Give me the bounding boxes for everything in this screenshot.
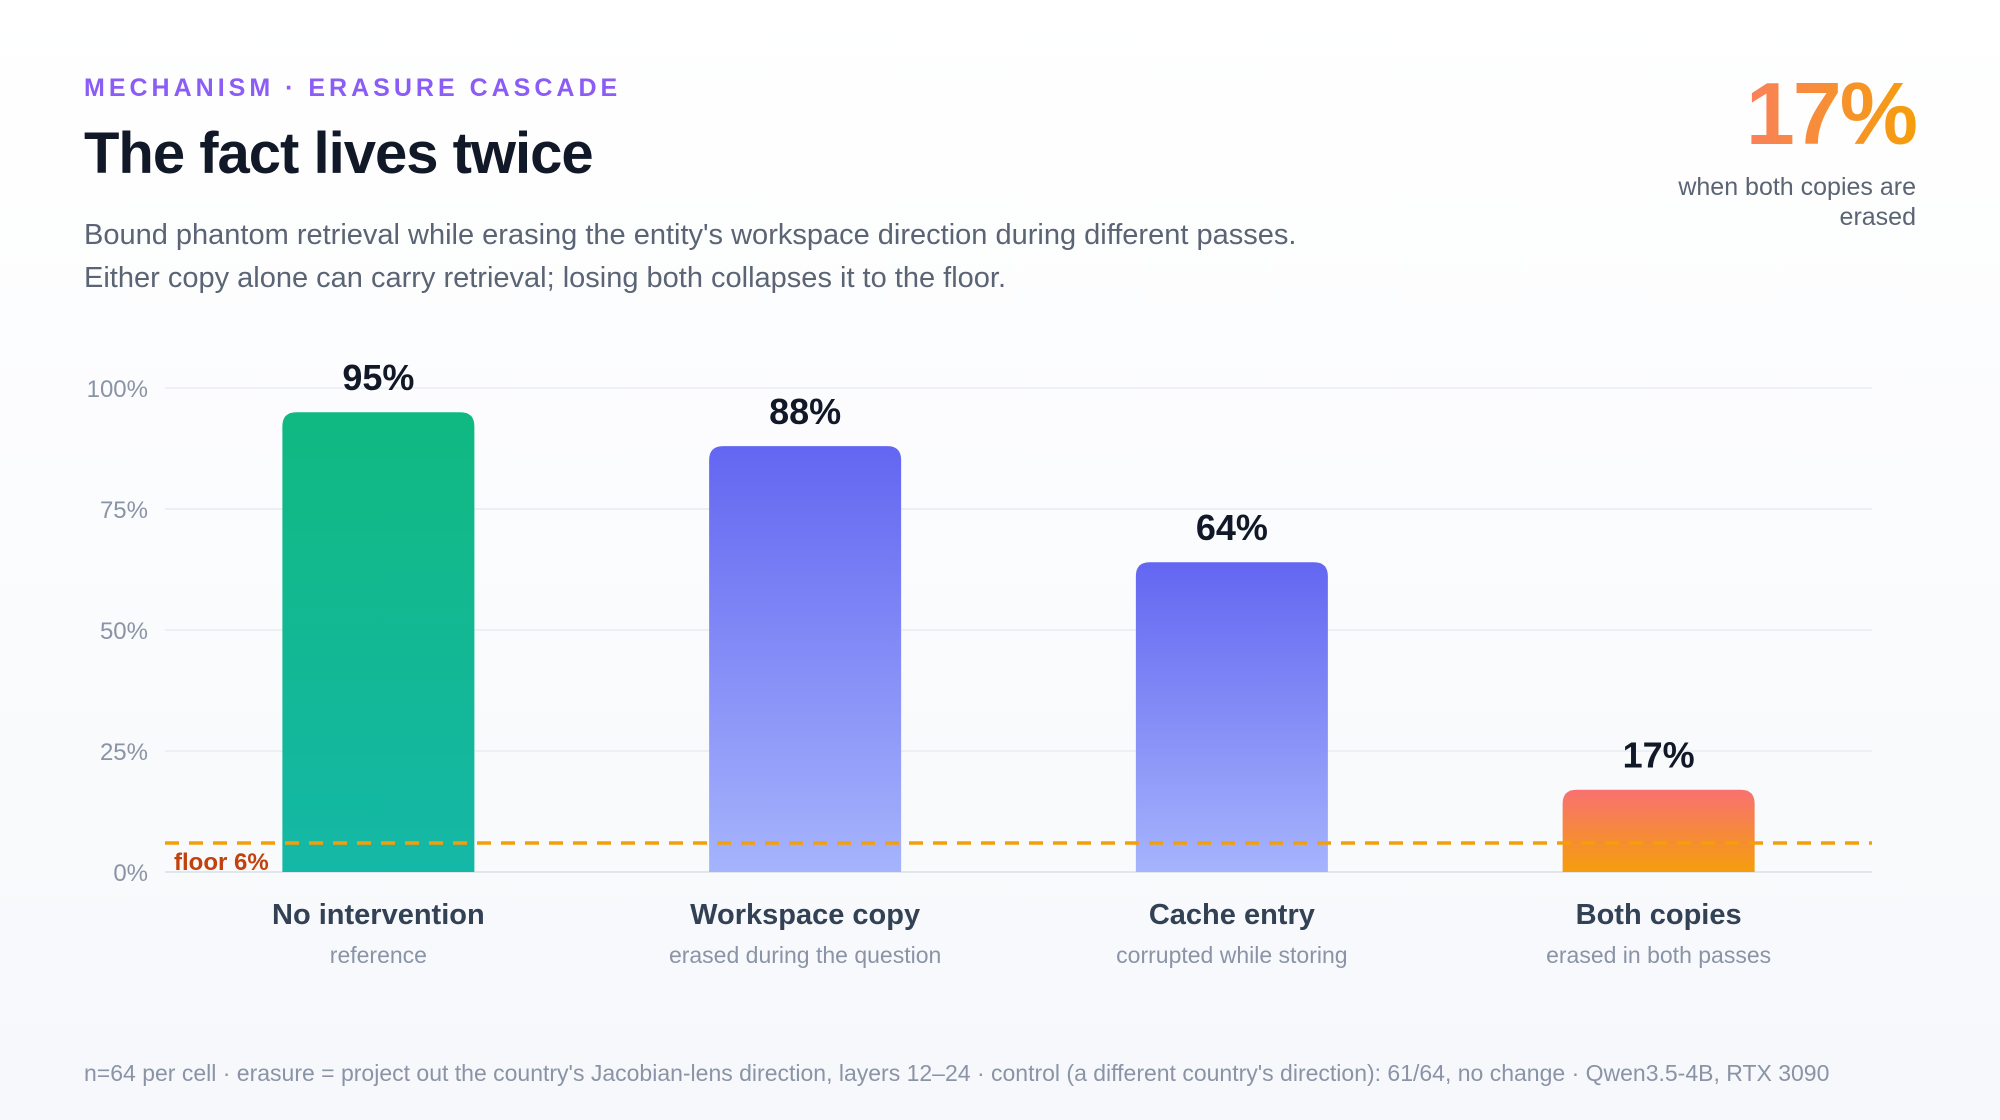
bar	[709, 446, 902, 872]
bar-layer	[282, 412, 1755, 872]
category-label: Both copies	[1576, 899, 1742, 931]
category-sublabel: erased in both passes	[1546, 942, 1771, 968]
y-tick-label: 50%	[100, 618, 148, 645]
category-sublabel: corrupted while storing	[1116, 942, 1347, 968]
category-sublabel: reference	[330, 942, 427, 968]
subtitle-line-2: Either copy alone can carry retrieval; l…	[84, 262, 1007, 294]
kpi-caption: when both copies are erased	[1678, 173, 1916, 231]
category-label: Workspace copy	[690, 899, 920, 931]
kpi-callout: 17% when both copies are erased	[1656, 70, 1918, 232]
page-title: The fact lives twice	[84, 121, 594, 186]
bar-value-label: 88%	[769, 391, 841, 432]
category-sublabel: erased during the question	[669, 942, 941, 968]
y-tick-label: 25%	[100, 739, 148, 766]
category-label: No intervention	[272, 899, 485, 931]
y-tick-label: 75%	[100, 497, 148, 524]
bar-value-label: 17%	[1623, 735, 1695, 776]
subtitle-line-1: Bound phantom retrieval while erasing th…	[84, 219, 1297, 251]
subtitle: Bound phantom retrieval while erasing th…	[84, 214, 1296, 300]
floor-label: floor 6%	[174, 849, 269, 876]
y-tick-label: 0%	[113, 860, 148, 887]
bar-value-label: 95%	[342, 357, 414, 398]
bar	[1135, 562, 1328, 872]
footnote: n=64 per cell · erasure = project out th…	[84, 1060, 1830, 1086]
bar	[1562, 789, 1755, 872]
category-label: Cache entry	[1149, 899, 1315, 931]
kpi-value: 17%	[1656, 70, 1918, 158]
y-tick-label: 100%	[87, 376, 148, 403]
label-layer: 0% 25% 50% 75% 100% 95% No intervention referen…	[87, 357, 1772, 968]
bar-value-label: 64%	[1196, 507, 1268, 548]
eyebrow-label: MECHANISM · ERASURE CASCADE	[84, 74, 622, 102]
bar	[282, 412, 475, 872]
